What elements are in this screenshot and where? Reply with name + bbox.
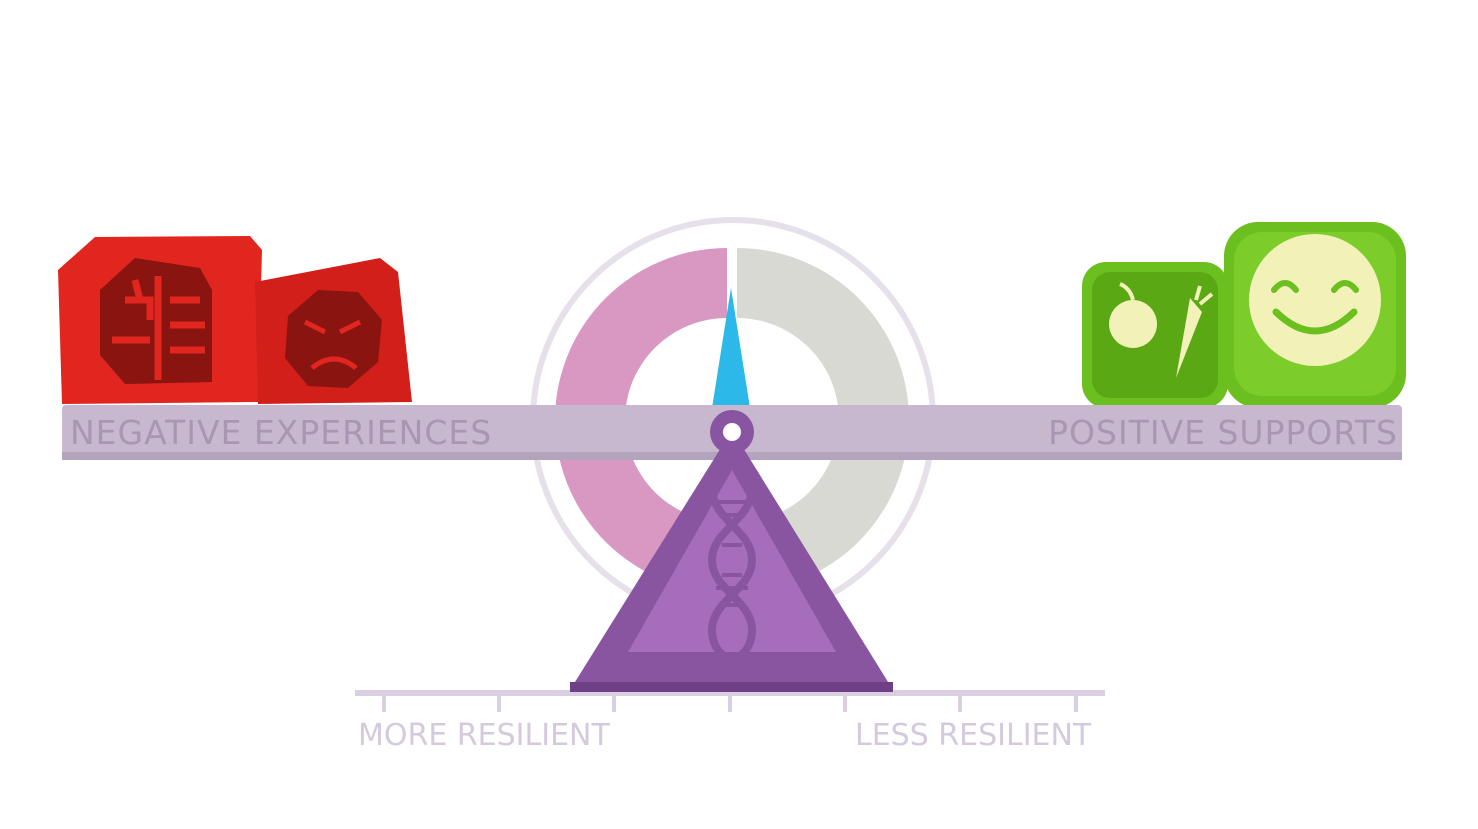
smiley-face-icon — [1249, 234, 1381, 366]
dna-icon — [707, 487, 757, 664]
brain-icon — [100, 258, 212, 384]
less-resilient-label: LESS RESILIENT — [855, 718, 1092, 753]
resilience-axis — [355, 690, 1105, 712]
pivot-pin — [723, 423, 741, 441]
negative-experiences-label: NEGATIVE EXPERIENCES — [70, 413, 493, 452]
apple-carrot-icon — [1109, 282, 1214, 378]
positive-support-blocks — [1082, 222, 1406, 408]
positive-supports-label: POSITIVE SUPPORTS — [1048, 413, 1398, 452]
gauge-left-half — [555, 248, 727, 592]
fulcrum — [570, 410, 893, 692]
more-resilient-label: MORE RESILIENT — [358, 718, 610, 753]
angry-face-icon — [285, 290, 382, 388]
negative-experience-blocks — [58, 236, 412, 404]
gauge-right-half — [737, 248, 909, 592]
gauge-needle — [712, 288, 750, 408]
